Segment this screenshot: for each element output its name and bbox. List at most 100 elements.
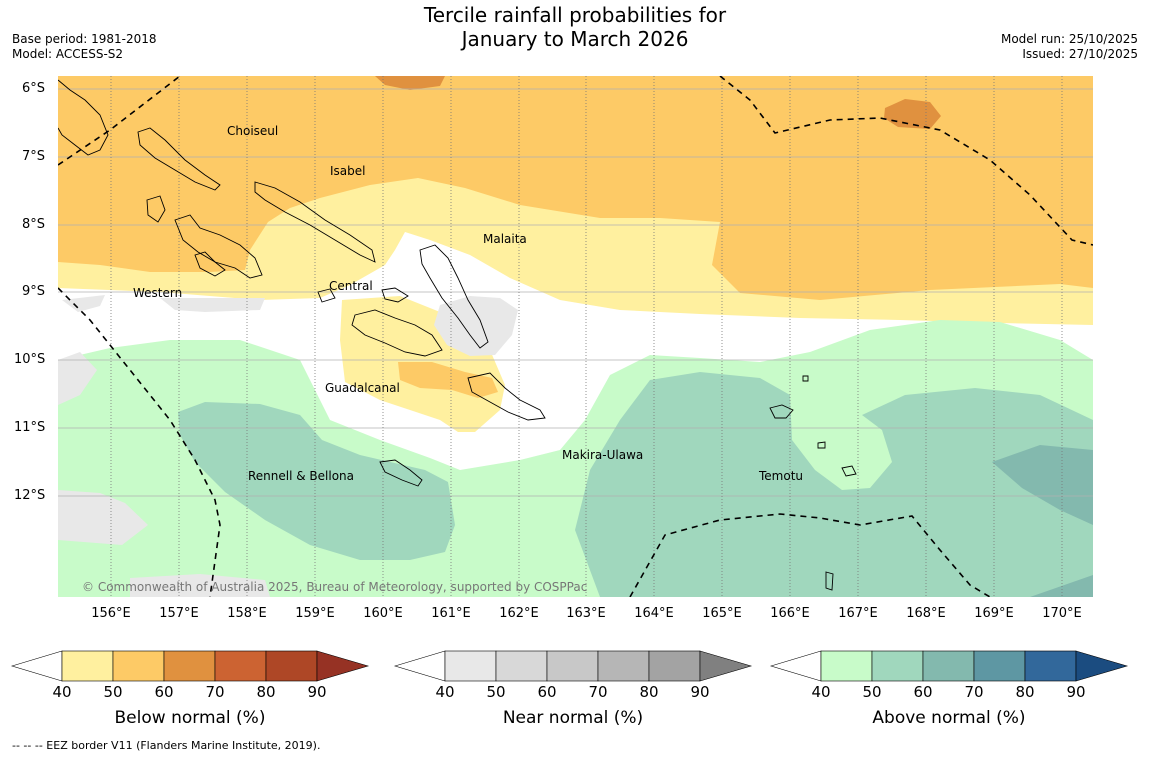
lon-label-170e: 170°E (1042, 606, 1082, 621)
colorbar-near-tick-80: 80 (639, 683, 659, 701)
lat-gridlines (58, 88, 1093, 497)
lon-label-157e: 157°E (159, 606, 199, 621)
lon-label-166e: 166°E (770, 606, 810, 621)
colorbar-below-seg-5 (265, 650, 318, 682)
lon-label-168e: 168°E (906, 606, 946, 621)
colorbar-above-seg-1 (820, 650, 873, 682)
colorbar-below-tick-50: 50 (103, 683, 123, 701)
island-russell (317, 288, 336, 303)
island-utupua (817, 441, 826, 449)
below-60-patch-east (884, 99, 941, 129)
place-label-central: Central (329, 279, 373, 293)
lon-label-160e: 160°E (363, 606, 403, 621)
colorbar-near-seg-3 (546, 650, 599, 682)
island-santa-cruz (769, 404, 794, 419)
colorbar-near-tick-90: 90 (690, 683, 710, 701)
title-line-1: Tercile rainfall probabilities for (423, 3, 727, 27)
lat-label-7s: 7°S (22, 149, 46, 164)
colorbar-above-seg-3 (922, 650, 975, 682)
issued-date: Issued: 27/10/2025 (1022, 47, 1138, 61)
place-label-rennell-bellona: Rennell & Bellona (248, 469, 355, 483)
colorbar-near-low-extension (393, 650, 446, 682)
near-patch-5 (58, 490, 148, 545)
above-60-patch (992, 445, 1093, 525)
near-patch-3 (434, 296, 518, 356)
place-label-malaita: Malaita (483, 232, 527, 246)
place-label-isabel: Isabel (330, 164, 366, 178)
title-line-2: January to March 2026 (461, 27, 689, 51)
colorbar-above-seg-2 (871, 650, 924, 682)
island-makira (467, 372, 546, 421)
above-50-region-west (178, 402, 455, 560)
colorbar-below-seg-1 (61, 650, 114, 682)
colorbar-near-tick-40: 40 (435, 683, 455, 701)
colorbar-near-seg-5 (648, 650, 701, 682)
island-isabel (254, 181, 376, 263)
copyright-notice: © Commonwealth of Australia 2025, Bureau… (82, 580, 588, 594)
model-run: Model run: 25/10/2025 (1000, 32, 1138, 46)
island-ranongga (194, 251, 226, 277)
lon-label-159e: 159°E (295, 606, 335, 621)
base-period: Base period: 1981-2018 (12, 32, 157, 46)
island-bougainville (58, 79, 109, 156)
colorbar-above-tick-40: 40 (811, 683, 831, 701)
colorbar-below-seg-2 (112, 650, 165, 682)
map-title: Tercile rainfall probabilities for Janua… (0, 3, 1150, 51)
colorbar-below-seg-3 (163, 650, 216, 682)
island-rennell (379, 459, 423, 487)
colorbar-below-tick-40: 40 (52, 683, 72, 701)
colorbar-below-tick-90: 90 (307, 683, 327, 701)
colorbar-near-tick-50: 50 (486, 683, 506, 701)
islands (58, 79, 857, 591)
island-tikopia (825, 571, 834, 591)
colorbar-above-tick-90: 90 (1066, 683, 1086, 701)
near-patch-6 (130, 574, 270, 597)
colorbar-below (10, 650, 370, 682)
place-label-guadalcanal: Guadalcanal (325, 381, 400, 395)
lon-label-169e: 169°E (974, 606, 1014, 621)
place-label-western: Western (133, 286, 183, 300)
map-fill-layer (58, 76, 1093, 597)
lon-label-156e: 156°E (91, 606, 131, 621)
lon-label-164e: 164°E (634, 606, 674, 621)
colorbar-above-label: Above normal (%) (872, 708, 1026, 728)
colorbar-below-label: Below normal (%) (114, 708, 266, 728)
colorbar-near-high-extension (699, 650, 753, 682)
colorbar-above (769, 650, 1129, 682)
lon-label-161e: 161°E (431, 606, 471, 621)
colorbar-above-seg-5 (1024, 650, 1077, 682)
colorbar-near-seg-1 (444, 650, 497, 682)
island-vella (146, 195, 166, 223)
place-label-temotu: Temotu (759, 469, 804, 483)
colorbar-near-label: Near normal (%) (502, 708, 644, 728)
meta-right: Model run: 25/10/2025 Issued: 27/10/2025 (1001, 32, 1138, 62)
colorbar-below-tick-70: 70 (205, 683, 225, 701)
island-vanikoro (841, 465, 857, 477)
colorbar-above-tick-60: 60 (913, 683, 933, 701)
lon-label-163e: 163°E (566, 606, 606, 621)
island-choiseul (137, 127, 221, 191)
lon-label-165e: 165°E (702, 606, 742, 621)
island-florida (381, 287, 409, 303)
colorbar-below-high-extension (316, 650, 370, 682)
lat-label-9s: 9°S (22, 284, 46, 299)
below-50-region (58, 76, 1093, 300)
place-label-makira-ulawa: Makira-Ulawa (562, 448, 644, 462)
lat-label-8s: 8°S (22, 217, 46, 232)
lon-label-158e: 158°E (227, 606, 267, 621)
lat-label-11s: 11°S (14, 420, 46, 435)
near-patch-2 (160, 298, 265, 312)
colorbar-near-tick-60: 60 (537, 683, 557, 701)
island-reef (802, 375, 809, 382)
place-label-choiseul: Choiseul (227, 124, 279, 138)
island-malaita (419, 244, 489, 349)
island-guadalcanal (351, 309, 443, 357)
colorbar-below-tick-80: 80 (256, 683, 276, 701)
colorbar-above-high-extension (1075, 650, 1129, 682)
colorbar-near-tick-70: 70 (588, 683, 608, 701)
colorbar-above-seg-4 (973, 650, 1026, 682)
lon-label-167e: 167°E (838, 606, 878, 621)
lat-label-6s: 6°S (22, 81, 46, 96)
meta-left: Base period: 1981-2018 Model: ACCESS-S2 (12, 32, 157, 62)
above-60-patch-south (1030, 575, 1093, 597)
